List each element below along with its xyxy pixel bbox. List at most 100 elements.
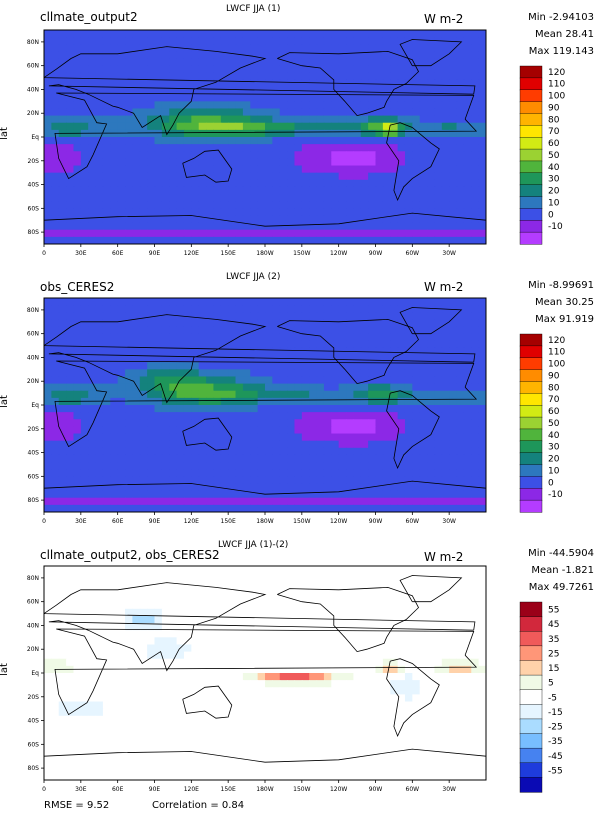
field-cell <box>287 94 296 102</box>
field-cell <box>441 601 450 610</box>
field-cell <box>235 405 244 413</box>
field-cell <box>176 172 185 181</box>
field-cell <box>390 179 399 188</box>
field-cell <box>353 665 362 674</box>
y-tick-label: 60S <box>28 473 40 480</box>
field-cell <box>176 615 185 624</box>
field-cell <box>390 637 399 646</box>
field-cell <box>176 186 185 195</box>
field-cell <box>88 580 97 588</box>
field-cell <box>309 476 318 485</box>
field-cell <box>95 305 104 313</box>
field-cell <box>301 637 310 646</box>
field-cell <box>279 122 288 131</box>
field-cell <box>147 44 156 52</box>
field-cell <box>228 79 237 88</box>
field-cell <box>441 165 450 174</box>
field-cell <box>132 694 141 703</box>
field-cell <box>250 483 259 492</box>
field-cell <box>338 419 347 427</box>
field-cell <box>139 701 148 710</box>
field-cell <box>419 30 428 38</box>
field-cell <box>169 397 178 406</box>
field-cell <box>397 573 406 581</box>
field-cell <box>316 658 325 667</box>
field-cell <box>331 347 340 356</box>
field-cell <box>206 694 215 703</box>
field-cell <box>88 94 97 102</box>
field-cell <box>80 483 89 492</box>
field-cell <box>250 615 259 624</box>
field-cell <box>44 51 52 60</box>
field-cell <box>228 355 237 363</box>
field-cell <box>397 440 406 449</box>
field-cell <box>287 115 296 124</box>
field-cell <box>272 355 281 363</box>
field-cell <box>272 623 281 631</box>
field-cell <box>338 326 347 335</box>
field-cell <box>471 566 480 574</box>
field-cell <box>191 312 200 320</box>
field-cell <box>198 630 207 638</box>
field-cell <box>183 115 192 124</box>
field-cell <box>404 580 413 588</box>
field-cell <box>95 630 104 638</box>
field-cell <box>102 179 111 188</box>
x-tick-label: 90E <box>149 518 161 525</box>
field-cell <box>301 186 310 195</box>
field-cell <box>449 644 458 653</box>
field-cell <box>58 115 67 124</box>
field-cell <box>220 426 229 435</box>
field-cell <box>397 497 406 506</box>
field-cell <box>294 701 303 710</box>
field-cell <box>198 319 207 328</box>
field-cell <box>191 658 200 667</box>
field-cell <box>412 72 421 81</box>
field-cell <box>125 186 133 195</box>
field-cell <box>176 333 185 342</box>
field-cell <box>154 694 163 703</box>
field-cell <box>125 215 133 224</box>
field-cell <box>44 144 52 152</box>
field-cell <box>272 208 281 217</box>
field-cell <box>139 426 148 435</box>
field-cell <box>301 687 310 695</box>
field-cell <box>183 637 192 646</box>
field-cell <box>368 587 377 596</box>
field-cell <box>80 94 89 102</box>
field-cell <box>360 608 369 617</box>
field-cell <box>73 340 82 349</box>
field-cell <box>51 637 60 646</box>
field-cell <box>73 298 82 306</box>
field-cell <box>331 651 340 660</box>
field-cell <box>242 483 251 492</box>
field-cell <box>198 469 207 477</box>
field-cell <box>154 94 163 102</box>
field-cell <box>220 454 229 463</box>
field-cell <box>338 172 347 181</box>
field-cell <box>235 347 244 356</box>
field-cell <box>287 687 296 695</box>
field-cell <box>235 483 244 492</box>
field-cell <box>301 326 310 335</box>
field-cell <box>228 440 237 449</box>
field-cell <box>213 644 222 653</box>
field-cell <box>427 397 436 406</box>
field-cell <box>323 362 332 370</box>
field-cell <box>449 433 458 442</box>
field-cell <box>206 573 215 581</box>
field-cell <box>242 151 251 159</box>
field-cell <box>125 694 133 703</box>
field-cell <box>434 194 443 202</box>
field-cell <box>360 51 369 60</box>
field-cell <box>309 630 318 638</box>
field-cell <box>183 497 192 506</box>
field-cell <box>412 397 421 406</box>
field-cell <box>353 326 362 335</box>
field-cell <box>360 405 369 413</box>
field-cell <box>139 397 148 406</box>
field-cell <box>110 151 119 159</box>
field-cell <box>132 433 141 442</box>
field-cell <box>434 433 443 442</box>
field-cell <box>338 658 347 667</box>
